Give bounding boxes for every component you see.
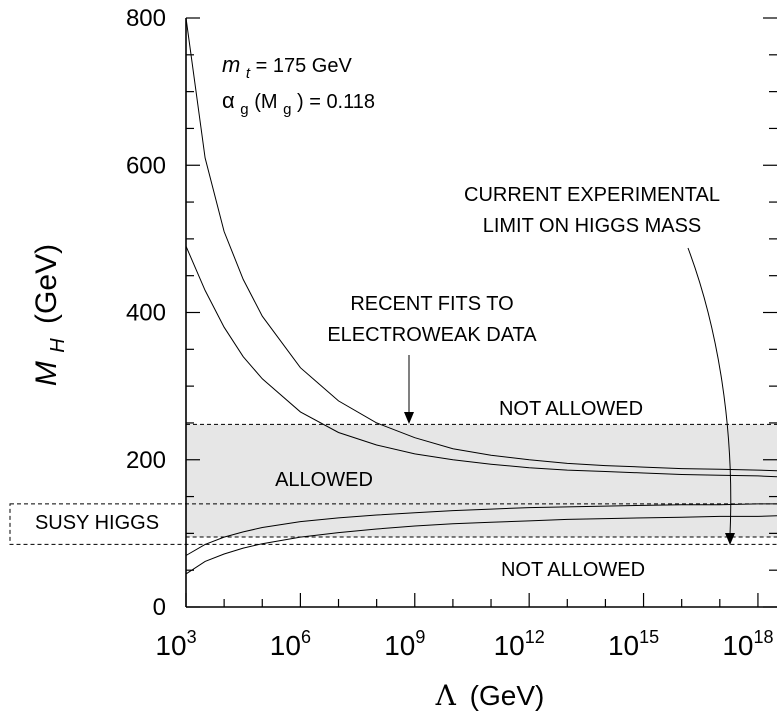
x-tick-base: 10: [608, 630, 639, 661]
x-tick-exponent: 12: [525, 627, 545, 647]
x-tick-exponent: 6: [301, 627, 311, 647]
bound-curve-2: [185, 246, 777, 478]
y-axis-unit: (GeV): [30, 244, 63, 324]
alpha-symbol: α: [222, 88, 235, 113]
susy-higgs-label: SUSY HIGGS: [35, 512, 159, 534]
exp-limit-arrow-shaft: [687, 247, 732, 536]
alpha-value: ) = 0.118: [297, 91, 375, 113]
x-tick-base: 10: [384, 630, 415, 661]
y-tick-labels: 0 200 400 600 800: [126, 5, 166, 621]
bound-curve-4: [185, 515, 777, 575]
x-axis-symbol: Λ: [435, 679, 457, 712]
x-tick-label: 106: [270, 627, 311, 661]
x-tick-exponent: 3: [187, 627, 197, 647]
x-tick-base: 10: [722, 630, 753, 661]
ew-fits-label-line2: ELECTROWEAK DATA: [327, 324, 537, 346]
x-tick-label: 1015: [608, 627, 659, 661]
mass-bound-curves: [185, 17, 777, 575]
y-tick-label: 400: [126, 300, 166, 327]
x-axis-unit: (GeV): [470, 680, 545, 711]
mt-symbol: m: [222, 52, 240, 77]
top-quark-mass-label: m t = 175 GeV: [222, 52, 352, 83]
x-tick-exponent: 18: [753, 627, 773, 647]
y-axis-title: M H (GeV): [30, 244, 71, 386]
y-axis-symbol: M: [30, 361, 63, 386]
x-tick-labels: 103 106 109 1012 1015 1018: [155, 627, 773, 661]
axis-ticks: [185, 17, 777, 608]
mt-value: = 175 GeV: [256, 55, 353, 77]
x-tick-exponent: 9: [415, 627, 425, 647]
x-tick-base: 10: [155, 630, 186, 661]
bound-curve-3: [185, 503, 777, 556]
exp-limit-arrowhead: [725, 533, 735, 545]
x-tick-base: 10: [494, 630, 525, 661]
x-tick-label: 1012: [494, 627, 545, 661]
x-tick-label: 109: [384, 627, 425, 661]
x-tick-exponent: 15: [639, 627, 659, 647]
y-tick-label: 200: [126, 447, 166, 474]
x-axis-title: Λ (GeV): [435, 679, 545, 712]
ew-fits-label-line1: RECENT FITS TO: [350, 293, 513, 315]
allowed-band: [185, 423, 777, 538]
susy-higgs-box: [9, 503, 777, 545]
bound-curve-1: [185, 17, 777, 472]
ew-fits-arrowhead: [404, 412, 414, 424]
exp-limit-label-line2: LIMIT ON HIGGS MASS: [483, 215, 702, 237]
x-tick-label: 103: [155, 627, 196, 661]
y-tick-label: 800: [126, 5, 166, 32]
exp-limit-label-line1: CURRENT EXPERIMENTAL: [464, 184, 720, 206]
y-tick-label: 0: [153, 594, 166, 621]
y-tick-label: 600: [126, 152, 166, 179]
y-axis-subscript: H: [47, 338, 69, 353]
x-tick-base: 10: [270, 630, 301, 661]
x-tick-label: 1018: [722, 627, 773, 661]
alpha-coupling-label: α g (M g ) = 0.118: [222, 88, 375, 119]
mt-subscript: t: [246, 65, 251, 82]
allowed-label: ALLOWED: [275, 469, 373, 491]
not-allowed-lower-label: NOT ALLOWED: [501, 559, 645, 581]
alpha-arg-open: (M: [254, 91, 277, 113]
not-allowed-upper-label: NOT ALLOWED: [499, 398, 643, 420]
alpha-arg-subscript: g: [283, 101, 291, 118]
alpha-subscript: g: [240, 101, 248, 118]
